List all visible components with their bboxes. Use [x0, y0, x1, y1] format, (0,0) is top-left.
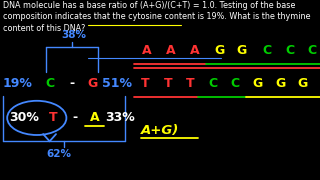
Text: C: C	[285, 44, 294, 57]
Text: T: T	[141, 77, 150, 90]
Text: G: G	[88, 77, 98, 90]
Text: G: G	[236, 44, 247, 57]
Text: T: T	[164, 77, 172, 90]
Text: A: A	[166, 44, 176, 57]
Text: C: C	[45, 77, 54, 90]
Text: G: G	[275, 77, 285, 90]
Text: 62%: 62%	[47, 149, 72, 159]
Text: DNA molecule has a base ratio of (A+G)/(C+T) = 1.0. Testing of the base
composit: DNA molecule has a base ratio of (A+G)/(…	[3, 1, 311, 33]
Text: A: A	[90, 111, 99, 124]
Text: -: -	[73, 111, 78, 124]
Text: A: A	[142, 44, 152, 57]
Text: C: C	[208, 77, 217, 90]
Text: C: C	[231, 77, 240, 90]
Text: 51%: 51%	[102, 77, 132, 90]
Text: C: C	[308, 44, 316, 57]
Text: G: G	[297, 77, 308, 90]
Text: 19%: 19%	[3, 77, 33, 90]
Text: G: G	[214, 44, 224, 57]
Text: -: -	[69, 77, 75, 90]
Text: T: T	[49, 111, 57, 124]
Text: C: C	[263, 44, 272, 57]
Text: 30%: 30%	[9, 111, 39, 124]
Text: G: G	[252, 77, 263, 90]
Text: A: A	[190, 44, 200, 57]
Text: 38%: 38%	[61, 30, 86, 40]
Text: A+G): A+G)	[141, 124, 179, 137]
Text: 33%: 33%	[105, 111, 135, 124]
Text: T: T	[186, 77, 195, 90]
